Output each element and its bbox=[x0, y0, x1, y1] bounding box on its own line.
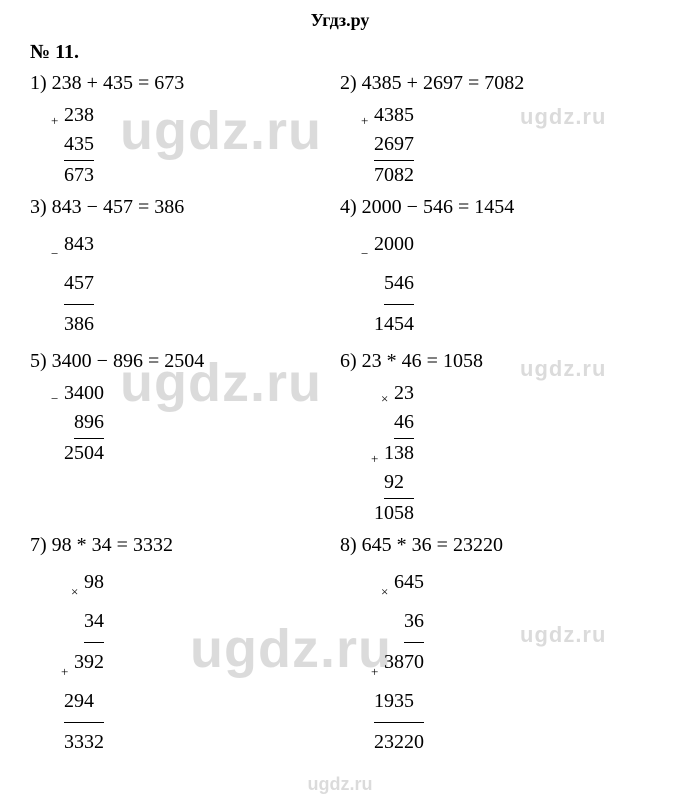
problem-cell: 6) 23 * 46 = 1058 × 23 46 +138 92 1058 bbox=[340, 350, 650, 534]
column-calculation: −20005461454 bbox=[374, 225, 414, 344]
problem-cell: 2) 4385 + 2697 = 7082 +4385 26977082 bbox=[340, 72, 650, 196]
calc-row: 34 bbox=[84, 602, 104, 643]
operator-symbol: + bbox=[371, 450, 378, 469]
column-calculation: × 645 36 +3870 1935 23220 bbox=[374, 563, 424, 762]
calc-row: 3400 bbox=[64, 382, 104, 404]
operator-symbol: × bbox=[71, 579, 78, 604]
expression: 8) 645 * 36 = 23220 bbox=[340, 534, 640, 557]
page-header: Угдз.ру bbox=[0, 0, 680, 31]
problem-cell: 8) 645 * 36 = 23220 × 645 36 +3870 1935 23220 bbox=[340, 534, 650, 768]
calc-result: 3332 bbox=[64, 723, 104, 762]
calc-result: 386 bbox=[64, 305, 94, 344]
column-calculation: × 23 46 +138 92 1058 bbox=[374, 379, 414, 528]
partial-row: 1935 bbox=[374, 682, 424, 723]
calc-row: 457 bbox=[64, 264, 94, 305]
calc-row: 98 bbox=[84, 571, 104, 593]
operator-symbol: + bbox=[361, 112, 368, 131]
operator-symbol: − bbox=[51, 390, 58, 409]
problem-cell: 7) 98 * 34 = 3332 × 98 34 +392 294 3332 bbox=[30, 534, 340, 768]
calc-result: 1058 bbox=[374, 499, 414, 528]
problem-cell: 1) 238 + 435 = 673 +238 435673 bbox=[30, 72, 340, 196]
calc-row: 36 bbox=[404, 602, 424, 643]
calc-row: 896 bbox=[74, 408, 104, 439]
operator-symbol: + bbox=[61, 659, 68, 684]
footer-watermark: ugdz.ru bbox=[0, 774, 680, 795]
problem-cell: 5) 3400 − 896 = 2504 −3400 8962504 bbox=[30, 350, 340, 534]
calc-row: 546 bbox=[384, 264, 414, 305]
partial-row: 3870 bbox=[384, 651, 424, 673]
problem-cell: 4) 2000 − 546 = 1454 −2000 5461454 bbox=[340, 196, 650, 350]
calc-row: 2000 bbox=[374, 233, 414, 255]
partial-row: 138 bbox=[384, 442, 414, 464]
operator-symbol: + bbox=[371, 659, 378, 684]
column-calculation: +438526977082 bbox=[374, 101, 414, 190]
calc-row: 2697 bbox=[374, 130, 414, 161]
calc-result: 23220 bbox=[374, 723, 424, 762]
column-calculation: −34008962504 bbox=[64, 379, 104, 468]
expression: 4) 2000 − 546 = 1454 bbox=[340, 196, 640, 219]
problem-cell: 3) 843 − 457 = 386 −843 457386 bbox=[30, 196, 340, 350]
column-calculation: −843457386 bbox=[64, 225, 94, 344]
calc-row: 46 bbox=[394, 408, 414, 439]
operator-symbol: − bbox=[51, 241, 58, 266]
expression: 5) 3400 − 896 = 2504 bbox=[30, 350, 330, 373]
calc-result: 1454 bbox=[374, 305, 414, 344]
calc-row: 4385 bbox=[374, 104, 414, 126]
expression: 3) 843 − 457 = 386 bbox=[30, 196, 330, 219]
partial-row: 92 bbox=[384, 468, 414, 499]
calc-row: 843 bbox=[64, 233, 94, 255]
calc-row: 645 bbox=[394, 571, 424, 593]
problem-row: 5) 3400 − 896 = 2504 −3400 8962504 6) 23 * … bbox=[30, 350, 650, 534]
calc-result: 2504 bbox=[64, 439, 104, 468]
operator-symbol: − bbox=[361, 241, 368, 266]
calc-row: 23 bbox=[394, 382, 414, 404]
column-calculation: × 98 34 +392 294 3332 bbox=[64, 563, 104, 762]
expression: 2) 4385 + 2697 = 7082 bbox=[340, 72, 640, 95]
problem-row: 3) 843 − 457 = 386−8434573864) 2000 − 54… bbox=[30, 196, 650, 350]
expression: 7) 98 * 34 = 3332 bbox=[30, 534, 330, 557]
partial-row: 294 bbox=[64, 682, 104, 723]
expression: 1) 238 + 435 = 673 bbox=[30, 72, 330, 95]
calc-result: 7082 bbox=[374, 161, 414, 190]
column-calculation: +238435673 bbox=[64, 101, 94, 190]
expression: 6) 23 * 46 = 1058 bbox=[340, 350, 640, 373]
partial-row: 392 bbox=[74, 651, 104, 673]
problem-number: № 11. bbox=[30, 41, 650, 64]
calc-result: 673 bbox=[64, 161, 94, 190]
operator-symbol: + bbox=[51, 112, 58, 131]
calc-row: 238 bbox=[64, 104, 94, 126]
calc-row: 435 bbox=[64, 130, 94, 161]
problem-row: 7) 98 * 34 = 3332 × 98 34 +392 294 3332 8) 645… bbox=[30, 534, 650, 768]
problem-row: 1) 238 + 435 = 673 +238 435673 2) 4385 + 26… bbox=[30, 72, 650, 196]
operator-symbol: × bbox=[381, 579, 388, 604]
content-area: № 11. 1) 238 + 435 = 673 +238 435673 2) 438… bbox=[0, 31, 680, 768]
operator-symbol: × bbox=[381, 390, 388, 409]
